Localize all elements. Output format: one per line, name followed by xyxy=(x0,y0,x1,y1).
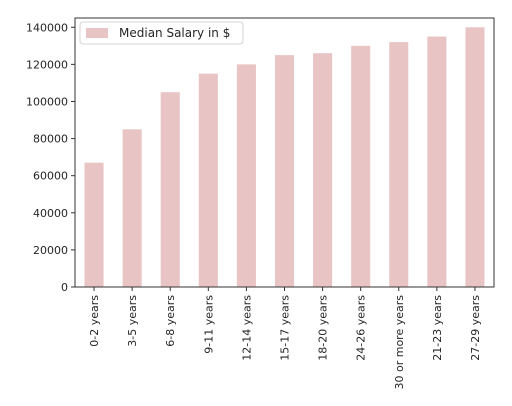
bars-group xyxy=(84,27,485,288)
x-tick-label: 3-5 years xyxy=(126,295,139,347)
x-tick-label: 6-8 years xyxy=(164,295,177,347)
x-tick-label: 15-17 years xyxy=(279,295,292,361)
bar xyxy=(122,129,142,287)
x-tick-label: 30 or more years xyxy=(393,295,406,390)
x-axis: 0-2 years 3-5 years 6-8 years 9-11 years 12-… xyxy=(88,287,482,390)
y-tick-label: 120000 xyxy=(26,58,68,71)
bar xyxy=(274,55,295,287)
bar xyxy=(351,45,371,287)
bar xyxy=(198,73,218,287)
y-tick-label: 20000 xyxy=(33,244,68,257)
legend-swatch xyxy=(86,28,108,38)
y-tick-label: 140000 xyxy=(26,21,68,34)
x-tick-label: 18-20 years xyxy=(317,295,330,361)
legend-box xyxy=(79,21,244,45)
bar xyxy=(313,53,333,287)
x-tick-label: 12-14 years xyxy=(240,295,253,361)
legend-label: Median Salary in $ xyxy=(119,26,230,40)
bar xyxy=(427,36,447,287)
x-tick-label: 9-11 years xyxy=(202,295,215,354)
bar xyxy=(389,42,409,287)
y-tick-label: 80000 xyxy=(33,133,68,146)
y-tick-label: 0 xyxy=(61,281,68,294)
y-axis: 0 20000 40000 60000 80000 100000 120000 140000 xyxy=(26,21,75,294)
y-tick-label: 40000 xyxy=(33,207,68,220)
y-tick-label: 100000 xyxy=(26,95,68,108)
bar xyxy=(236,64,256,288)
y-tick-label: 60000 xyxy=(33,170,68,183)
bar xyxy=(160,92,180,287)
x-tick-label: 21-23 years xyxy=(431,295,444,361)
bar xyxy=(84,162,104,287)
bar xyxy=(465,27,485,288)
plot-frame xyxy=(74,17,495,288)
legend: Median Salary in $ xyxy=(79,21,244,45)
x-tick-label: 24-26 years xyxy=(355,295,368,361)
x-tick-label: 0-2 years xyxy=(88,295,101,347)
x-tick-label: 27-29 years xyxy=(469,295,482,361)
